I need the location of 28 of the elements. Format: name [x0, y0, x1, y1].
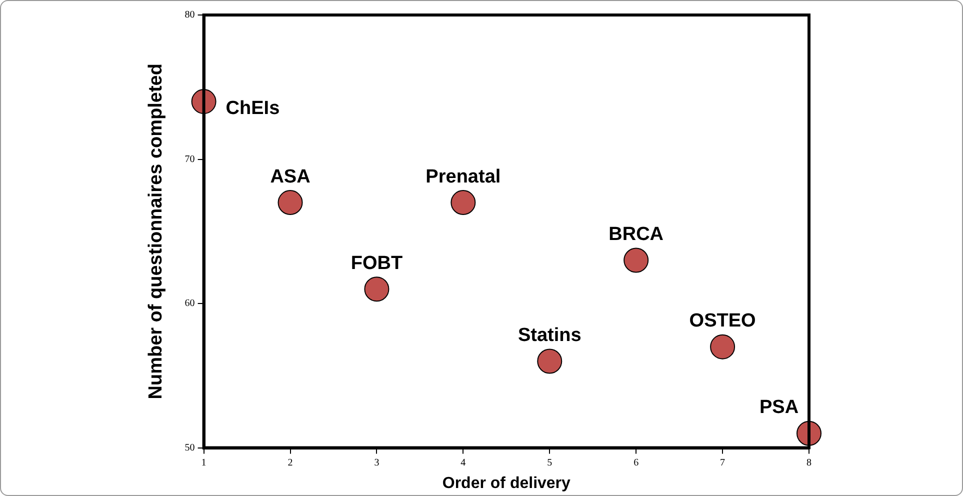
point: [278, 190, 303, 216]
y-tick-label: 80: [184, 10, 195, 21]
annotation: ChEIs: [226, 98, 280, 119]
y-tick-label: 60: [184, 298, 195, 310]
annotation: Prenatal: [426, 166, 501, 188]
annotation: ASA: [270, 166, 311, 188]
point: [450, 190, 476, 216]
annotation: BRCA: [608, 224, 664, 245]
annotation: OSTEO: [689, 310, 756, 332]
annotation: Statins: [518, 324, 582, 346]
x-tick-label: 3: [374, 457, 380, 468]
point: [364, 276, 390, 302]
x-tick-label: 1: [201, 457, 206, 468]
point: [624, 248, 649, 273]
x-tick-label: 4: [460, 457, 466, 468]
annotation: FOBT: [350, 252, 403, 274]
x-tick-label: 5: [547, 457, 552, 468]
y-tick-label: 50: [184, 442, 195, 454]
x-tick-label: 8: [806, 457, 812, 468]
x-tick-label: 6: [634, 457, 639, 468]
annotation: PSA: [759, 397, 799, 418]
y-tick-label: 70: [184, 154, 195, 165]
y-axis-title: Number of questionnaires completed: [146, 64, 167, 400]
x-tick-label: 2: [288, 457, 293, 468]
x-tick-label: 7: [720, 457, 726, 468]
x-axis-title: Order of delivery: [442, 474, 571, 492]
point: [537, 348, 562, 374]
point: [710, 334, 736, 360]
